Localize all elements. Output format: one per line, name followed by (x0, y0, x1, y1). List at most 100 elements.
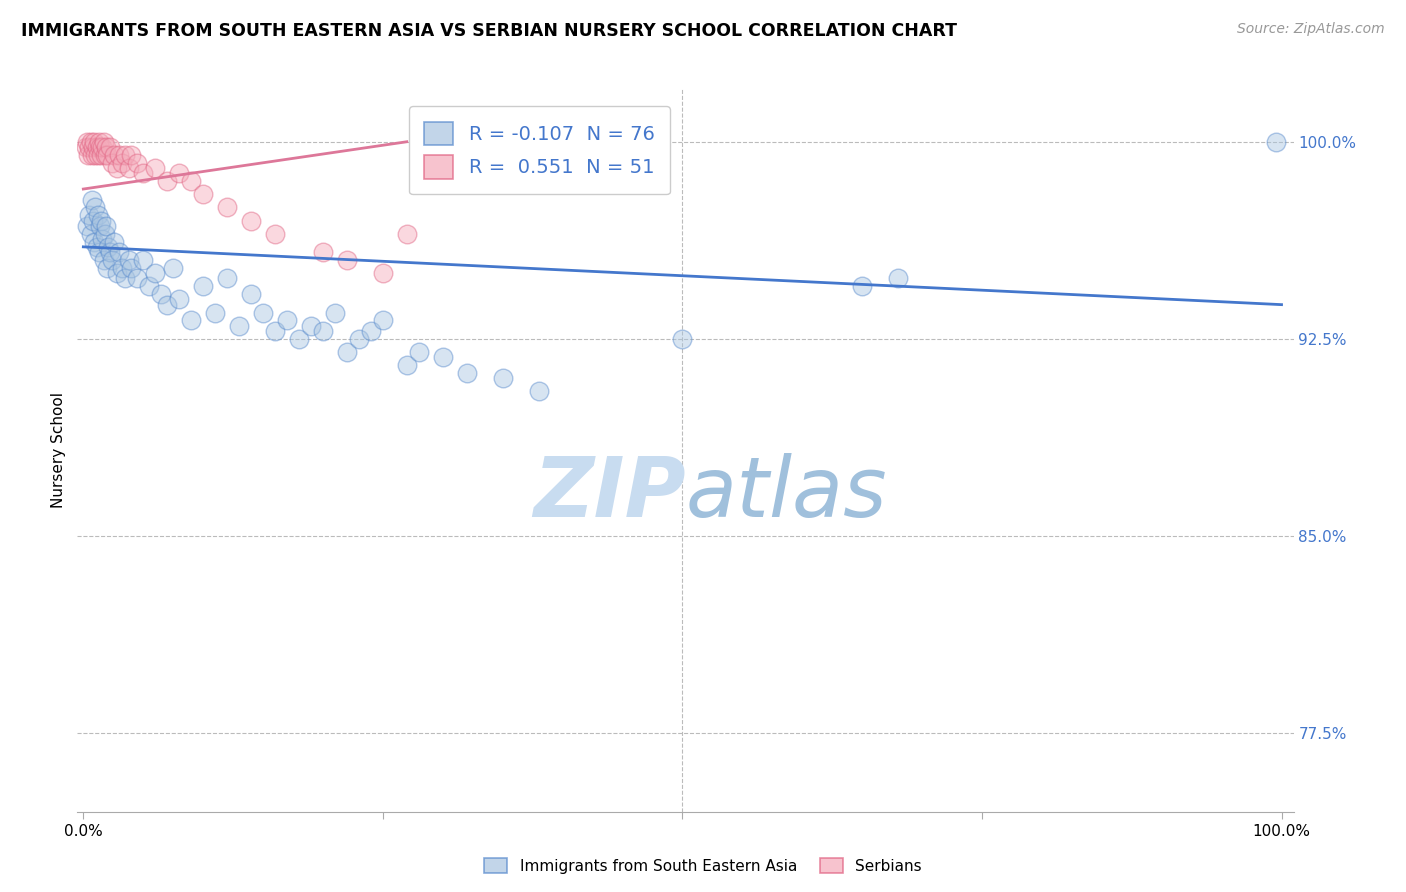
Point (162, 260, 184, 275)
Point (108, 148, 131, 162)
Point (191, 187, 214, 202)
Point (323, 305, 346, 319)
Point (432, 350, 454, 364)
Point (91, 140, 114, 154)
Point (138, 279, 160, 293)
Point (180, 174, 202, 188)
Point (86, 148, 108, 162)
Point (90, 213, 112, 227)
Text: Source: ZipAtlas.com: Source: ZipAtlas.com (1237, 22, 1385, 37)
Point (83, 235, 105, 249)
Text: ZIP: ZIP (533, 453, 686, 534)
Point (84, 148, 107, 162)
Point (79, 208, 101, 222)
Point (94, 227, 117, 241)
Point (156, 174, 179, 188)
Point (79, 227, 101, 241)
Point (80, 193, 103, 207)
Point (371, 313, 394, 327)
Point (156, 298, 179, 312)
Point (527, 384, 550, 399)
Point (97, 240, 120, 254)
Point (1264, 135, 1286, 149)
Point (143, 266, 166, 280)
Point (103, 148, 125, 162)
Point (79, 140, 101, 154)
Point (101, 155, 124, 169)
Point (395, 358, 418, 372)
Point (347, 332, 370, 346)
Point (108, 245, 131, 260)
Point (264, 227, 287, 241)
Point (111, 260, 134, 275)
Point (77, 148, 100, 162)
Point (167, 166, 190, 180)
Point (89, 219, 111, 233)
Point (82, 213, 104, 227)
Point (887, 271, 910, 285)
Point (851, 279, 873, 293)
Point (360, 324, 382, 338)
Point (336, 345, 359, 359)
Point (87, 245, 110, 260)
Point (527, 135, 550, 149)
Point (84, 201, 107, 215)
Point (671, 332, 693, 346)
Point (492, 371, 515, 385)
Point (288, 332, 311, 346)
Point (191, 279, 214, 293)
Point (93, 252, 115, 267)
Point (456, 366, 478, 380)
Point (312, 245, 335, 260)
Point (132, 166, 155, 180)
Point (89, 140, 111, 154)
Point (86, 140, 108, 154)
Point (395, 227, 418, 241)
Point (87, 135, 110, 149)
Y-axis label: Nursery School: Nursery School (51, 392, 66, 508)
Legend: Immigrants from South Eastern Asia, Serbians: Immigrants from South Eastern Asia, Serb… (478, 852, 928, 880)
Point (299, 318, 322, 333)
Point (118, 252, 141, 267)
Point (105, 266, 128, 280)
Point (408, 345, 430, 359)
Point (94, 140, 117, 154)
Point (76, 219, 98, 233)
Text: atlas: atlas (686, 453, 887, 534)
Point (217, 271, 239, 285)
Point (91, 232, 114, 246)
Point (127, 155, 149, 169)
Point (80, 148, 103, 162)
Point (105, 161, 128, 175)
Point (94, 219, 117, 233)
Point (336, 252, 359, 267)
Point (127, 271, 149, 285)
Point (86, 208, 108, 222)
Point (76, 135, 98, 149)
Point (150, 287, 173, 301)
Point (240, 287, 263, 301)
Point (94, 148, 117, 162)
Point (120, 148, 142, 162)
Text: IMMIGRANTS FROM SOUTH EASTERN ASIA VS SERBIAN NURSERY SCHOOL CORRELATION CHART: IMMIGRANTS FROM SOUTH EASTERN ASIA VS SE… (21, 22, 957, 40)
Point (240, 213, 263, 227)
Point (82, 140, 104, 154)
Point (371, 266, 394, 280)
Point (264, 324, 287, 338)
Point (75, 140, 97, 154)
Legend: R = -0.107  N = 76, R =  0.551  N = 51: R = -0.107 N = 76, R = 0.551 N = 51 (409, 106, 671, 194)
Point (204, 305, 226, 319)
Point (252, 305, 274, 319)
Point (93, 135, 115, 149)
Point (167, 293, 190, 307)
Point (276, 313, 298, 327)
Point (98, 140, 121, 154)
Point (86, 240, 108, 254)
Point (132, 252, 155, 267)
Point (143, 161, 166, 175)
Point (114, 271, 136, 285)
Point (217, 201, 239, 215)
Point (96, 260, 118, 275)
Point (228, 318, 250, 333)
Point (96, 148, 118, 162)
